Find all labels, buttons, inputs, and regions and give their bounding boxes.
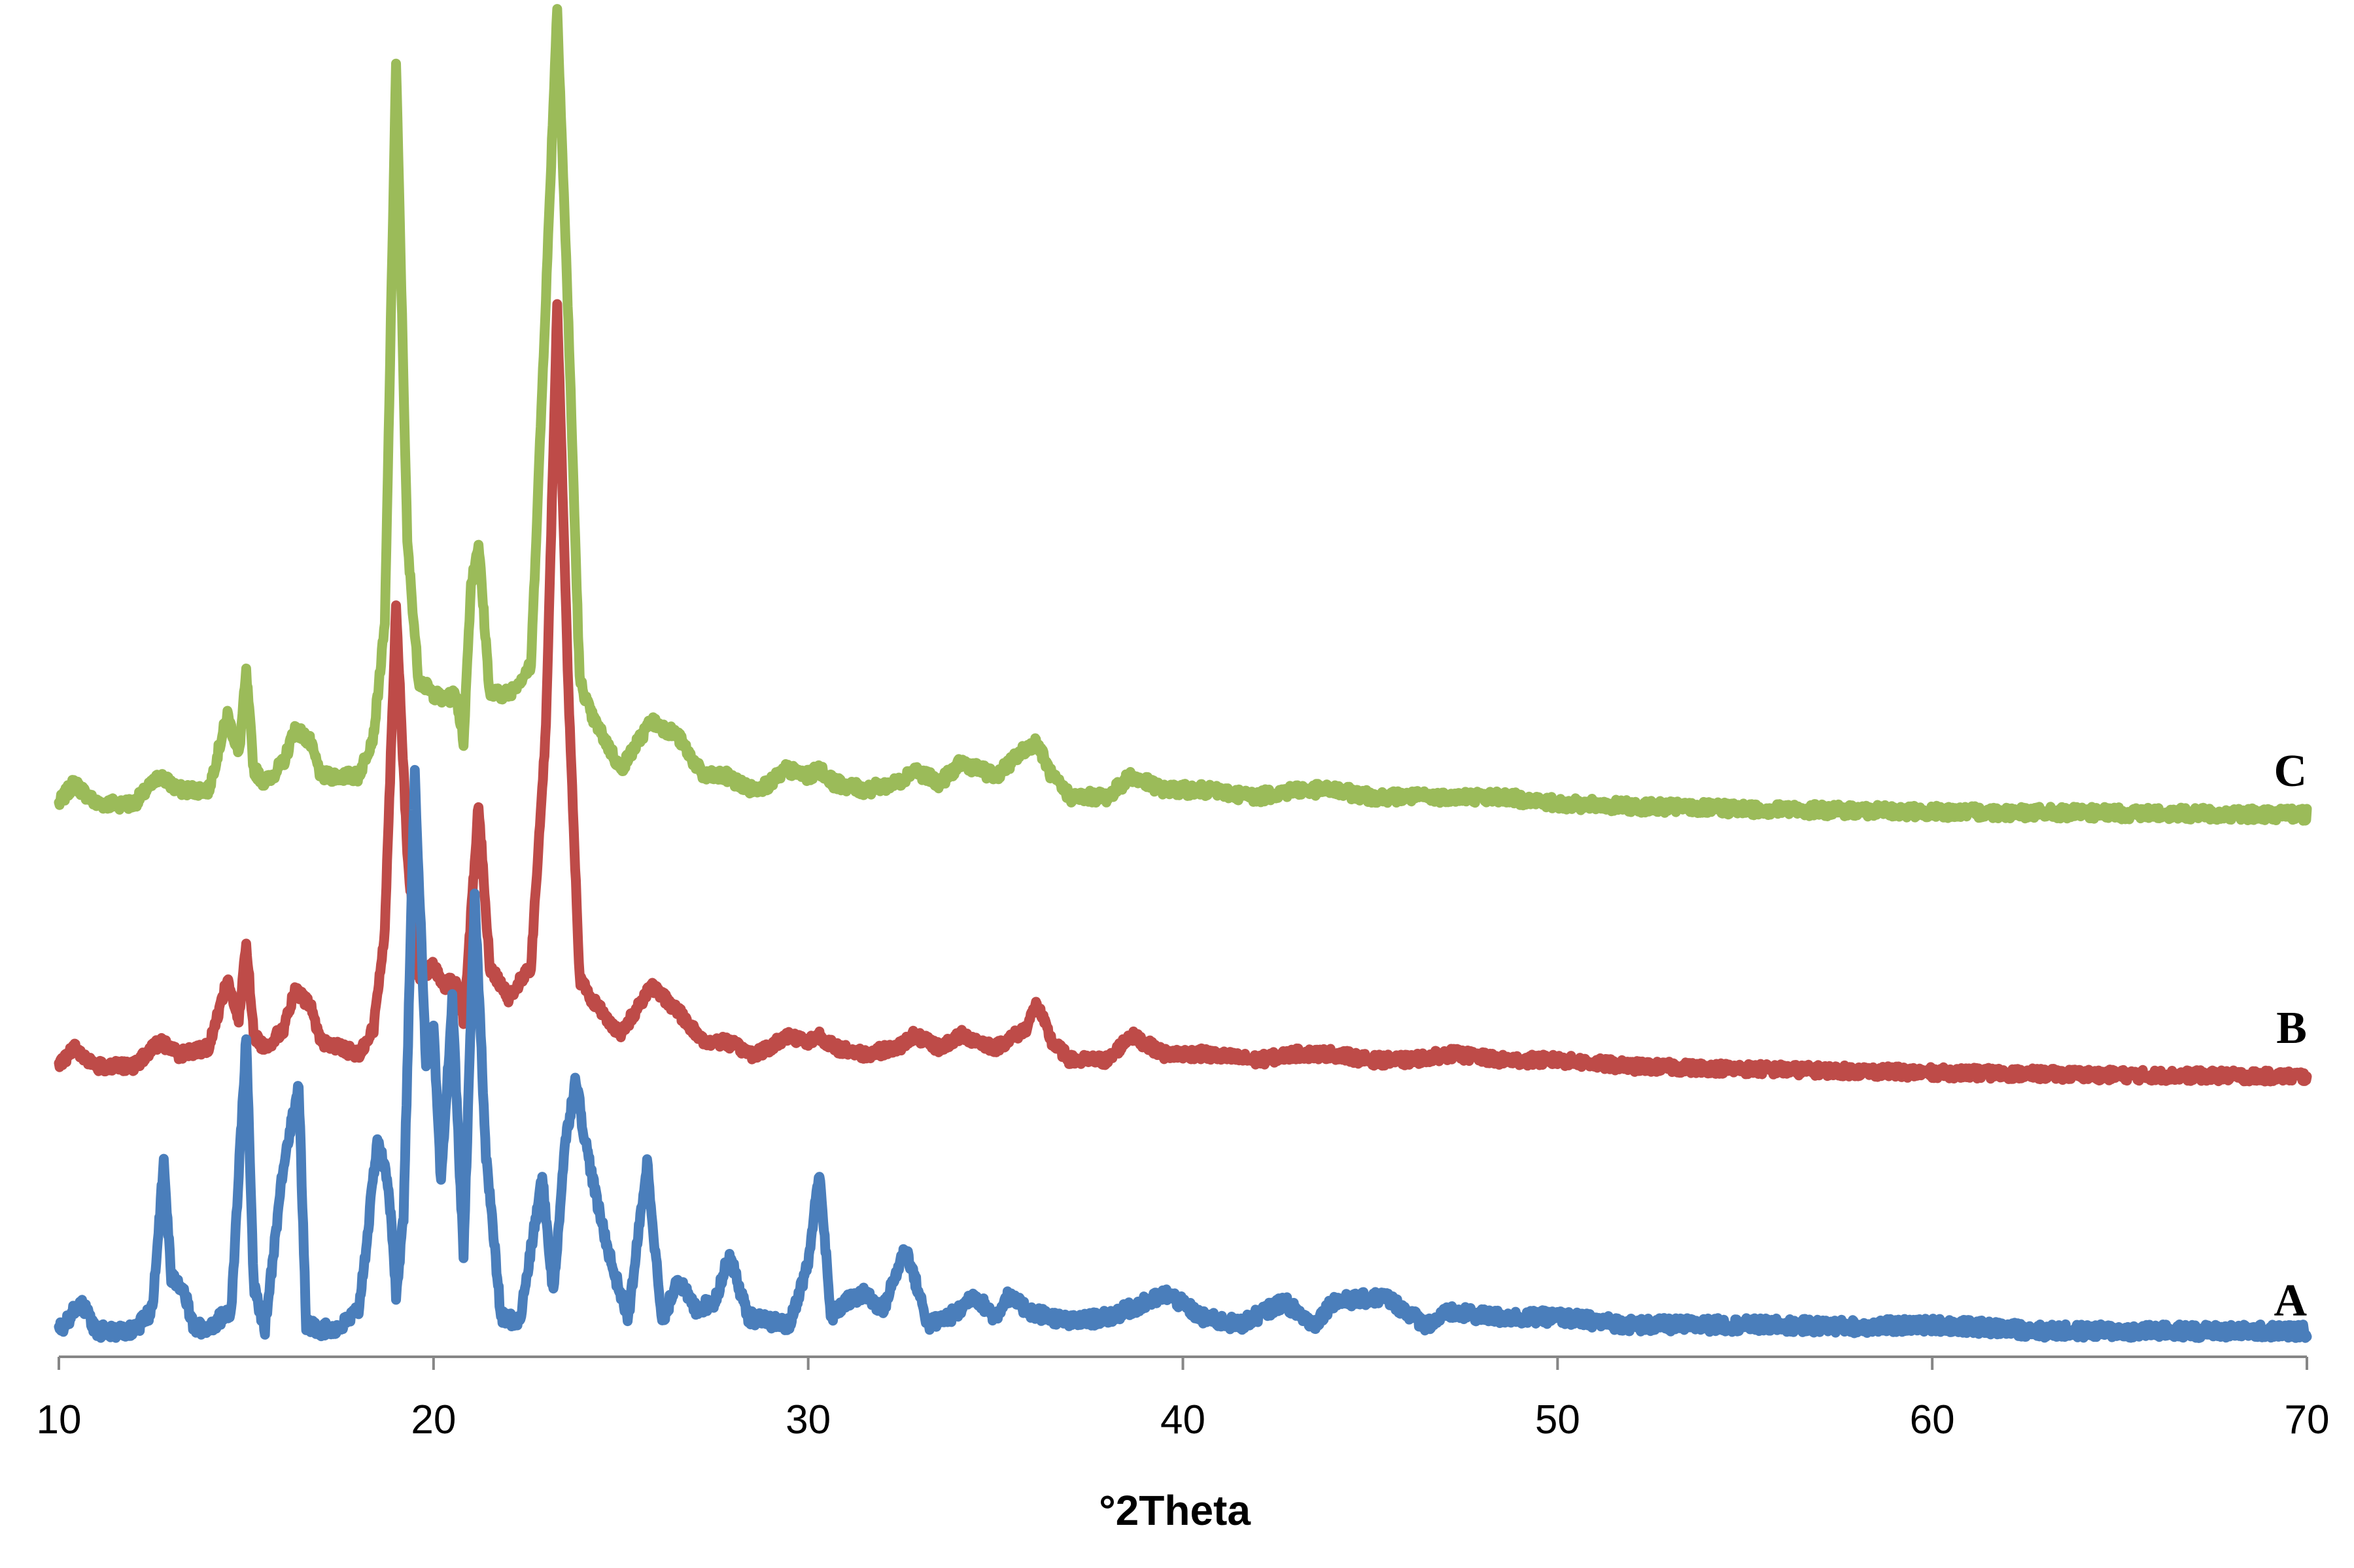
series-labels: C B A: [2274, 746, 2307, 1326]
series-label-a: A: [2274, 1276, 2307, 1326]
x-tick-label-40: 40: [1160, 1397, 1205, 1442]
x-axis-tick-labels: 10 20 30 40 50 60 70: [37, 1397, 2330, 1442]
x-tick-label-60: 60: [1910, 1397, 1955, 1442]
x-tick-label-50: 50: [1535, 1397, 1580, 1442]
series-traces: [54, 4, 2312, 1343]
x-tick-label-20: 20: [411, 1397, 456, 1442]
series-c-line: [54, 4, 2312, 826]
x-axis-ticks: [58, 1357, 2308, 1370]
series-label-b: B: [2276, 1003, 2307, 1053]
series-a-line: [54, 764, 2312, 1343]
x-tick-label-30: 30: [786, 1397, 831, 1442]
x-tick-label-70: 70: [2285, 1397, 2330, 1442]
x-axis-title: °2Theta: [1099, 1487, 1251, 1534]
series-b-line: [54, 299, 2312, 1087]
x-tick-label-10: 10: [37, 1397, 82, 1442]
series-label-c: C: [2274, 746, 2307, 796]
